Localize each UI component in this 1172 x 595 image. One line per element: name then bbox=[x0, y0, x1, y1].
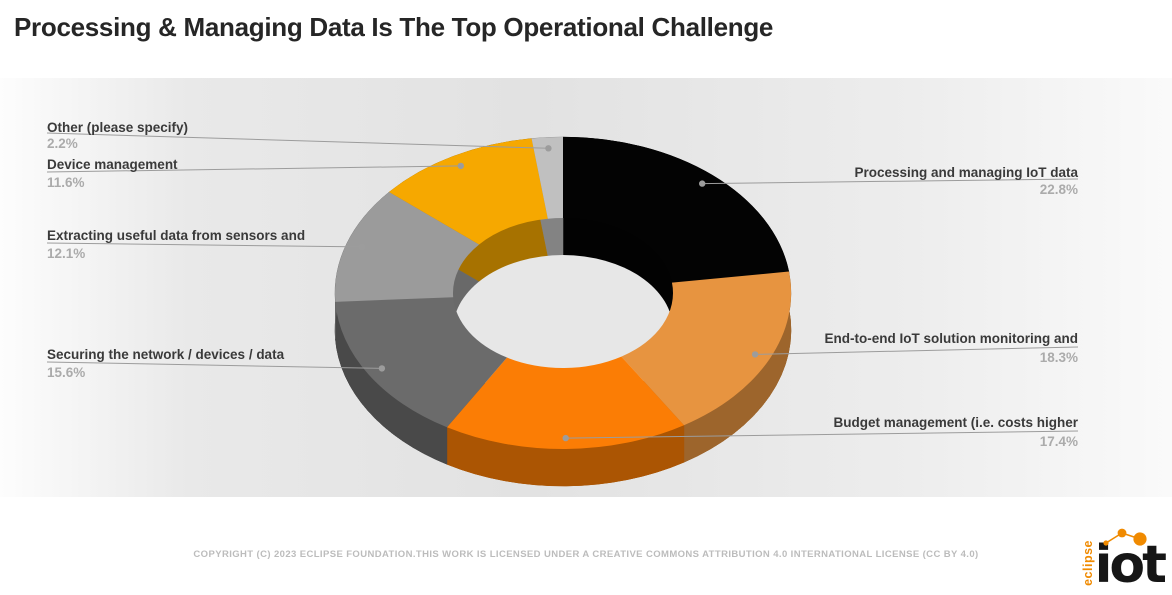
callout-dot-extracting-data-from-sensors bbox=[358, 243, 366, 251]
pie-slice-budget-management[interactable] bbox=[446, 356, 684, 450]
callout-lines-layer bbox=[46, 132, 1079, 442]
slice-percent-other: 2.2% bbox=[47, 136, 78, 151]
iot-molecule-icon bbox=[1102, 529, 1147, 547]
callout-dot-other bbox=[545, 145, 552, 152]
donut-top-layer bbox=[334, 137, 792, 450]
callout-dot-end-to-end-monitoring bbox=[751, 351, 759, 358]
chart-panel: Processing and managing IoT data 22.8% End… bbox=[0, 78, 1172, 497]
donut-chart bbox=[46, 132, 1079, 487]
pie-slice-device-management[interactable] bbox=[389, 138, 548, 245]
callout-line-device-management bbox=[46, 165, 461, 173]
callout-line-processing-managing-iot-data bbox=[702, 178, 1079, 185]
slice-percent-extracting-data-from-sensors: 12.1% bbox=[47, 246, 86, 261]
slice-label-other: Other (please specify) bbox=[47, 120, 189, 135]
callout-dot-securing-network-devices-data bbox=[378, 365, 386, 372]
eclipse-wordmark: eclipse bbox=[1081, 540, 1096, 586]
callout-dot-device-management bbox=[457, 162, 464, 170]
callout-line-extracting-data-from-sensors bbox=[46, 242, 363, 248]
callout-line-other bbox=[46, 132, 549, 149]
callout-dot-budget-management bbox=[562, 434, 569, 442]
pie-slice-processing-managing-iot-data[interactable] bbox=[563, 137, 789, 283]
slice-label-extracting-data-from-sensors: Extracting useful data from sensors and bbox=[47, 228, 306, 243]
callout-dot-processing-managing-iot-data bbox=[699, 180, 706, 187]
slice-percent-budget-management: 17.4% bbox=[1039, 434, 1078, 449]
copyright-text: COPYRIGHT (C) 2023 ECLIPSE FOUNDATION.TH… bbox=[193, 549, 979, 560]
slice-label-processing-managing-iot-data: Processing and managing IoT data bbox=[854, 165, 1078, 180]
slice-percent-securing-network-devices-data: 15.6% bbox=[47, 365, 86, 380]
slice-label-end-to-end-monitoring: End-to-end IoT solution monitoring and bbox=[824, 331, 1078, 346]
callout-line-budget-management bbox=[565, 430, 1079, 439]
eclipse-iot-logo: eclipse iot bbox=[1081, 524, 1167, 595]
callout-line-securing-network-devices-data bbox=[46, 361, 382, 369]
pie-slice-other[interactable] bbox=[531, 137, 563, 219]
iot-wordmark: iot bbox=[1094, 535, 1167, 595]
slice-label-device-management: Device management bbox=[47, 157, 178, 172]
pie-slice-extracting-data-from-sensors[interactable] bbox=[334, 192, 480, 302]
slice-label-securing-network-devices-data: Securing the network / devices / data bbox=[47, 347, 285, 362]
slice-percent-processing-managing-iot-data: 22.8% bbox=[1039, 182, 1078, 197]
slice-percent-device-management: 11.6% bbox=[47, 175, 85, 190]
slice-label-budget-management: Budget management (i.e. costs higher bbox=[833, 415, 1078, 430]
callout-line-end-to-end-monitoring bbox=[755, 346, 1079, 355]
pie-slice-securing-network-devices-data[interactable] bbox=[335, 297, 508, 428]
pie-slice-end-to-end-monitoring[interactable] bbox=[621, 271, 792, 426]
page-title: Processing & Managing Data Is The Top Op… bbox=[14, 12, 774, 42]
slice-percent-end-to-end-monitoring: 18.3% bbox=[1039, 350, 1078, 365]
